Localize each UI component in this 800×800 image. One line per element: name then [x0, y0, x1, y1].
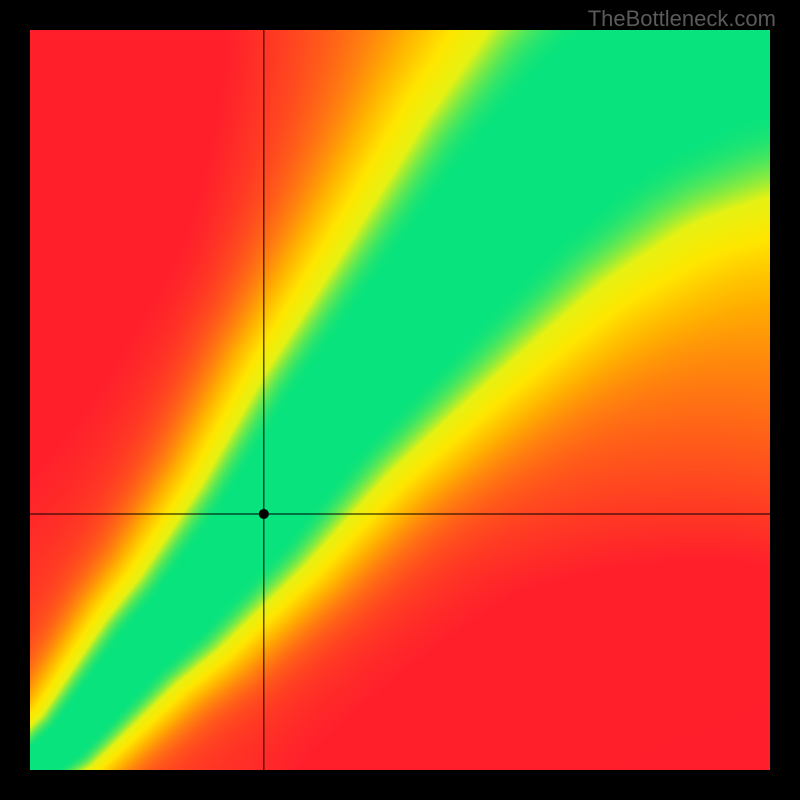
watermark-text: TheBottleneck.com	[588, 6, 776, 32]
heatmap-canvas	[30, 30, 770, 770]
heatmap-plot-area	[30, 30, 770, 770]
